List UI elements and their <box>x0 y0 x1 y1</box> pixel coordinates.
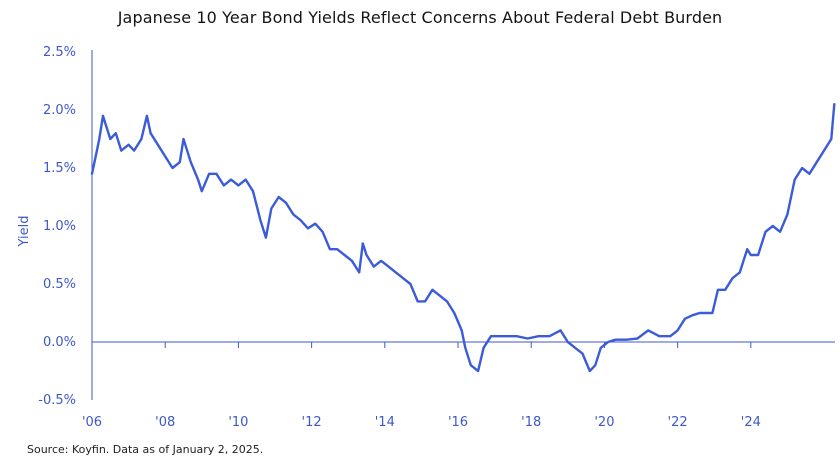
x-tick-label: '06 <box>82 415 102 430</box>
x-tick-label: '18 <box>521 415 541 430</box>
x-tick-label: '08 <box>155 415 175 430</box>
y-tick-label: -0.5% <box>38 393 76 408</box>
x-tick-label: '22 <box>668 415 688 430</box>
y-tick-label: 1.5% <box>43 161 76 176</box>
x-axis: '06 '08 '10 '12 '14 '16 '18 '20 '22 '24 <box>82 342 761 430</box>
series-group <box>90 102 836 373</box>
x-tick-label: '12 <box>302 415 322 430</box>
y-tick-label: 2.5% <box>43 45 76 60</box>
y-tick-label: 0.5% <box>43 277 76 292</box>
x-tick-label: '20 <box>594 415 614 430</box>
y-tick-label: 0.0% <box>43 335 76 350</box>
x-tick-label: '16 <box>448 415 468 430</box>
y-axis: -0.5% 0.0% 0.5% 1.0% 1.5% 2.0% 2.5% <box>38 45 93 408</box>
y-tick-label: 2.0% <box>43 103 76 118</box>
x-tick-label: '10 <box>228 415 248 430</box>
x-tick-label: '14 <box>375 415 395 430</box>
x-tick-label: '24 <box>741 415 761 430</box>
series-line <box>90 102 836 373</box>
y-tick-label: 1.0% <box>43 219 76 234</box>
y-axis-label: Yield <box>17 216 32 248</box>
source-note: Source: Koyfin. Data as of January 2, 20… <box>27 443 264 456</box>
chart-title: Japanese 10 Year Bond Yields Reflect Con… <box>117 8 723 27</box>
